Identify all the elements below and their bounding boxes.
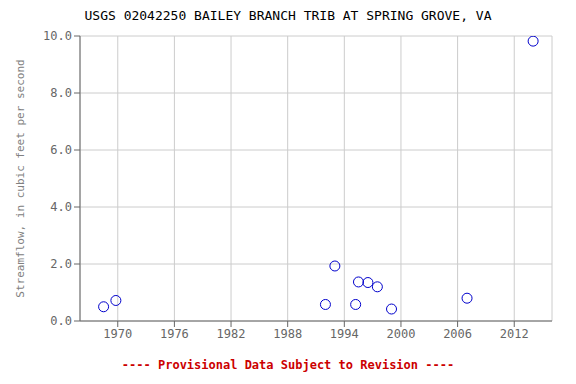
svg-text:4.0: 4.0 (50, 200, 72, 214)
svg-text:10.0: 10.0 (43, 29, 72, 43)
svg-text:2000: 2000 (387, 327, 416, 341)
svg-text:2006: 2006 (443, 327, 472, 341)
svg-text:1988: 1988 (273, 327, 302, 341)
svg-text:1982: 1982 (217, 327, 246, 341)
svg-text:2.0: 2.0 (50, 257, 72, 271)
svg-text:1970: 1970 (103, 327, 132, 341)
svg-text:8.0: 8.0 (50, 86, 72, 100)
svg-text:2012: 2012 (500, 327, 529, 341)
svg-text:1994: 1994 (330, 327, 359, 341)
svg-text:Streamflow, in cubic feet per: Streamflow, in cubic feet per second (14, 59, 27, 297)
html-text:---- Provisional Data Subject: ---- Provisional Data Subject to Revisio… (121, 358, 455, 372)
svg-text:6.0: 6.0 (50, 143, 72, 157)
html-text:USGS 02042250 BAILEY BRANCH TR: USGS 02042250 BAILEY BRANCH TRIB AT SPRI… (84, 8, 492, 23)
svg-text:1976: 1976 (160, 327, 189, 341)
svg-text:0.0: 0.0 (50, 314, 72, 328)
